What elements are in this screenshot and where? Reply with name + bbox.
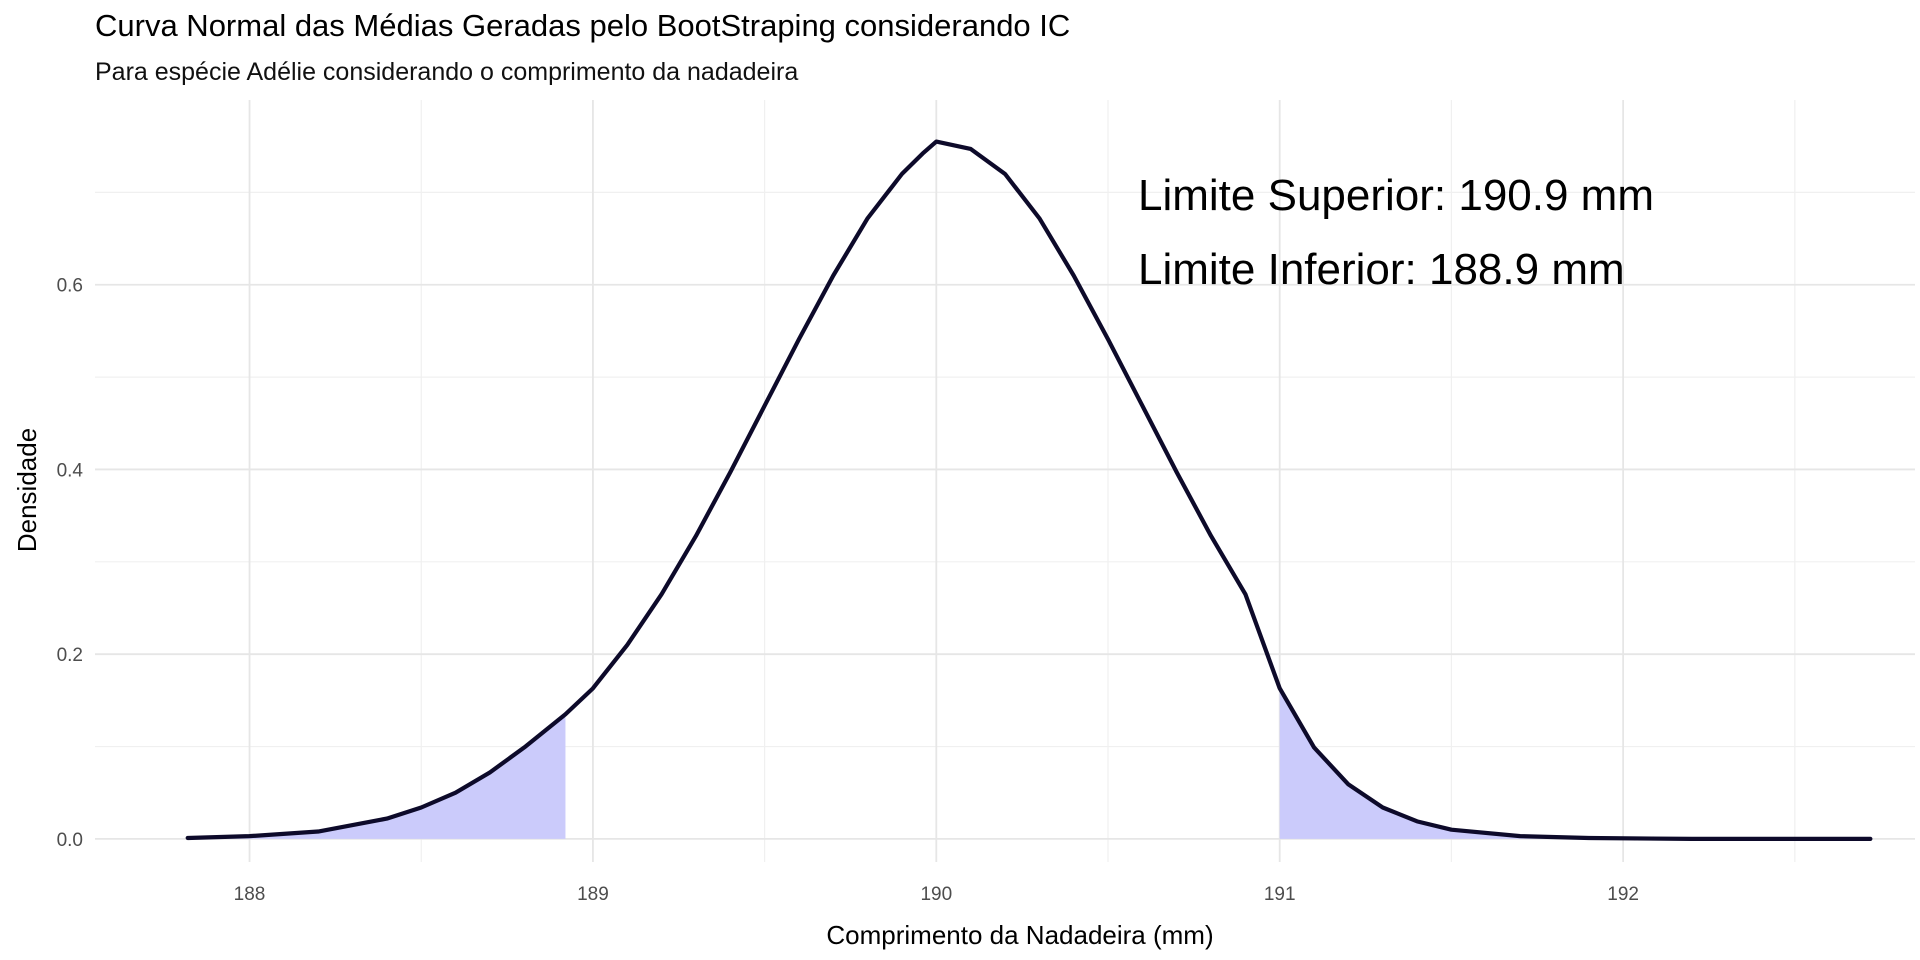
x-tick-label: 192	[1607, 884, 1639, 905]
ci-tail-area	[1279, 688, 1871, 839]
y-tick-label: 0.2	[57, 645, 83, 666]
y-axis-title: Densidade	[12, 428, 42, 552]
tick-labels: 188 189 190 191 192 0.0 0.2 0.4 0.6	[57, 276, 1639, 905]
ci-tail-area	[187, 714, 566, 839]
chart-title: Curva Normal das Médias Geradas pelo Boo…	[95, 8, 1071, 43]
y-tick-label: 0.6	[57, 276, 83, 297]
x-tick-label: 189	[577, 884, 609, 905]
chart-subtitle: Para espécie Adélie considerando o compr…	[95, 58, 799, 86]
y-tick-label: 0.0	[57, 830, 83, 851]
density-curve	[185, 139, 1873, 842]
x-tick-label: 191	[1264, 884, 1296, 905]
annotation-lower-limit: Limite Inferior: 188.9 mm	[1138, 245, 1625, 294]
x-tick-label: 188	[234, 884, 266, 905]
y-tick-label: 0.4	[57, 460, 84, 481]
annotation-upper-limit: Limite Superior: 190.9 mm	[1138, 171, 1654, 220]
x-tick-label: 190	[920, 884, 952, 905]
density-curve-layer	[185, 139, 1873, 842]
ci-tail-shading	[187, 688, 1871, 839]
x-axis-title: Comprimento da Nadadeira (mm)	[826, 920, 1213, 950]
